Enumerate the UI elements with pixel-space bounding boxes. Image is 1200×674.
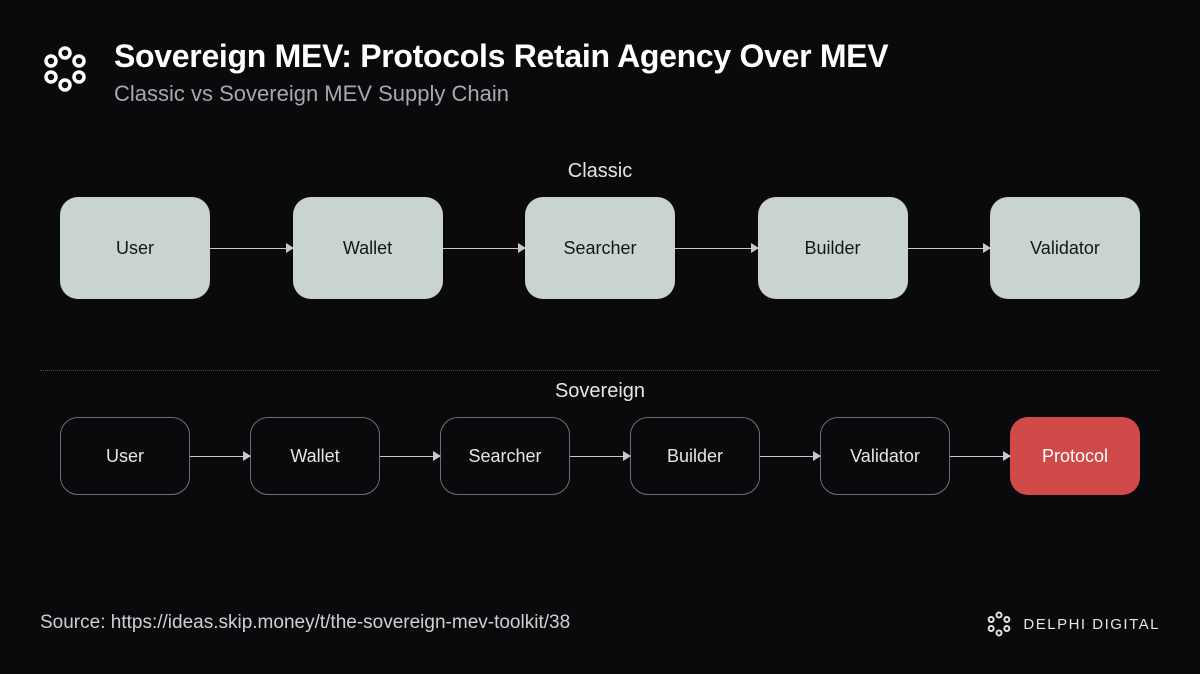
- flow-arrow: [380, 456, 440, 457]
- flow-node-builder: Builder: [630, 417, 760, 495]
- sovereign-chain: User Wallet Searcher Builder Validator Protoc…: [0, 417, 1200, 495]
- flow-node-builder: Builder: [758, 197, 908, 299]
- classic-label: Classic: [568, 160, 632, 183]
- flow-node-wallet: Wallet: [250, 417, 380, 495]
- source-text: Source: https://ideas.skip.money/t/the-s…: [40, 612, 570, 634]
- flow-arrow: [760, 456, 820, 457]
- flow-arrow: [210, 248, 293, 249]
- classic-chain: User Wallet Searcher Builder Validator: [0, 197, 1200, 299]
- flow-arrow: [908, 248, 991, 249]
- brand-footer: DELPHI DIGITAL: [985, 610, 1160, 638]
- flow-node-searcher: Searcher: [440, 417, 570, 495]
- sovereign-section: Sovereign User Wallet Searcher Builder Valid…: [0, 380, 1200, 495]
- flow-node-validator: Validator: [820, 417, 950, 495]
- flow-arrow: [950, 456, 1010, 457]
- flow-arrow: [190, 456, 250, 457]
- flow-node-user: User: [60, 417, 190, 495]
- page-title: Sovereign MEV: Protocols Retain Agency O…: [114, 38, 1160, 75]
- flow-node-wallet: Wallet: [293, 197, 443, 299]
- brand-logo-icon: [985, 610, 1013, 638]
- classic-section: Classic User Wallet Searcher Builder Validat…: [0, 160, 1200, 299]
- flow-arrow: [675, 248, 758, 249]
- flow-arrow: [443, 248, 526, 249]
- flow-node-protocol: Protocol: [1010, 417, 1140, 495]
- section-divider: [40, 370, 1160, 371]
- page-subtitle: Classic vs Sovereign MEV Supply Chain: [114, 81, 1160, 107]
- flow-node-validator: Validator: [990, 197, 1140, 299]
- flow-arrow: [570, 456, 630, 457]
- flow-node-searcher: Searcher: [525, 197, 675, 299]
- flow-node-user: User: [60, 197, 210, 299]
- brand-text: DELPHI DIGITAL: [1023, 616, 1160, 633]
- header: Sovereign MEV: Protocols Retain Agency O…: [0, 0, 1200, 107]
- logo-icon: [40, 44, 90, 94]
- sovereign-label: Sovereign: [555, 380, 645, 403]
